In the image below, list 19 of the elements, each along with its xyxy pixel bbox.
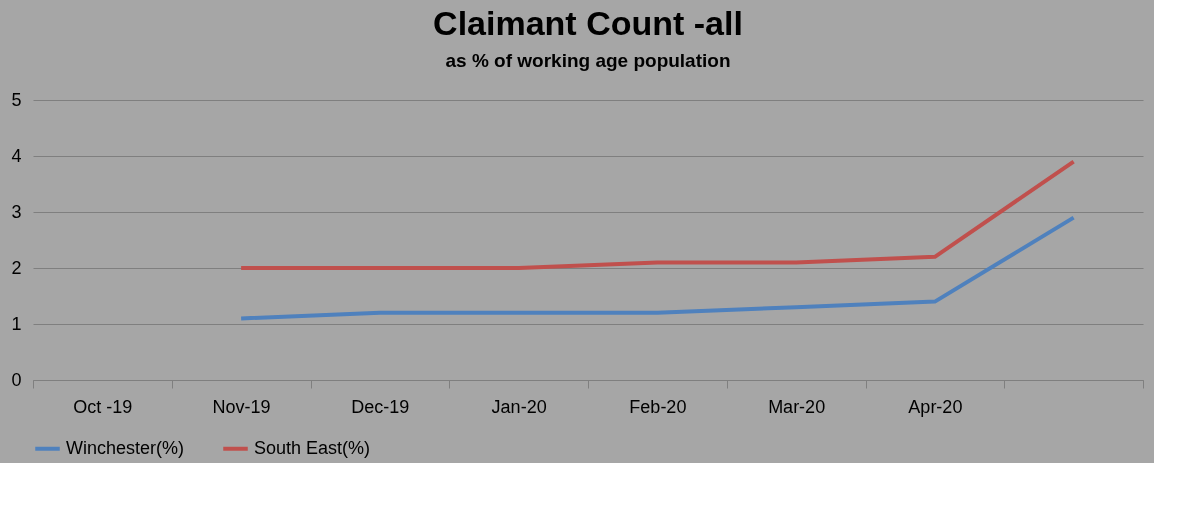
y-tick-label: 1 [11,313,22,334]
legend-label: Winchester(%) [66,437,185,458]
legend-label: South East(%) [254,437,371,458]
y-tick-label: 5 [11,89,22,110]
x-tick-label: Oct -19 [73,396,133,417]
y-tick-label: 0 [11,369,22,390]
x-tick-label: Mar-20 [768,396,826,417]
chart-title: Claimant Count -all [433,4,743,42]
line-series [239,159,1076,270]
x-tick-label: Dec-19 [351,396,410,417]
y-tick-label: 3 [11,201,22,222]
y-tick-label: 2 [11,257,22,278]
x-tick-label: Apr-20 [908,396,963,417]
x-tick-label: Nov-19 [212,396,271,417]
chart-subtitle: as % of working age population [445,50,731,71]
x-tick-label: Jan-20 [491,396,547,417]
line-series [239,215,1076,321]
x-tick-label: Feb-20 [629,396,687,417]
y-tick-label: 4 [11,145,22,166]
